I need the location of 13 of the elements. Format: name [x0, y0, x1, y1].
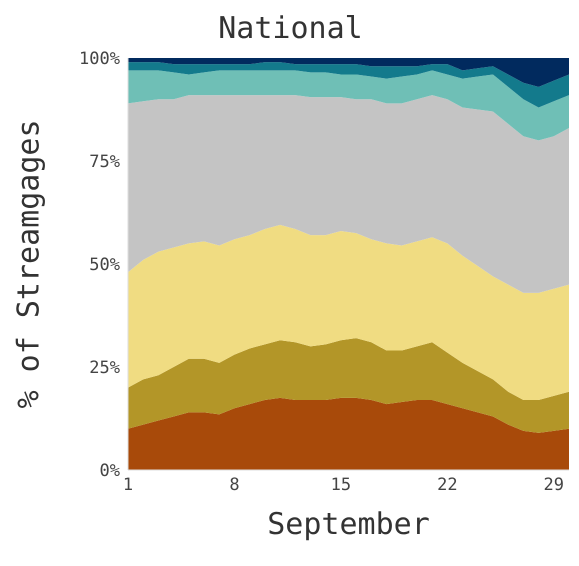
- x-axis-title: September: [267, 507, 430, 542]
- y-tick-label: 50%: [89, 255, 120, 276]
- x-tick-label: 29: [544, 475, 564, 496]
- x-tick-label: 8: [229, 475, 240, 496]
- x-tick-label: 1: [122, 475, 134, 496]
- x-tick-label: 15: [330, 475, 352, 496]
- x-tick-label: 22: [437, 475, 458, 496]
- y-tick-label: 0%: [100, 461, 120, 482]
- y-tick-label: 100%: [79, 49, 120, 70]
- y-axis-title: % of Streamgages: [12, 120, 47, 408]
- chart-title: National: [217, 10, 364, 48]
- y-tick-label: 75%: [89, 152, 120, 172]
- y-tick-label: 25%: [89, 358, 120, 378]
